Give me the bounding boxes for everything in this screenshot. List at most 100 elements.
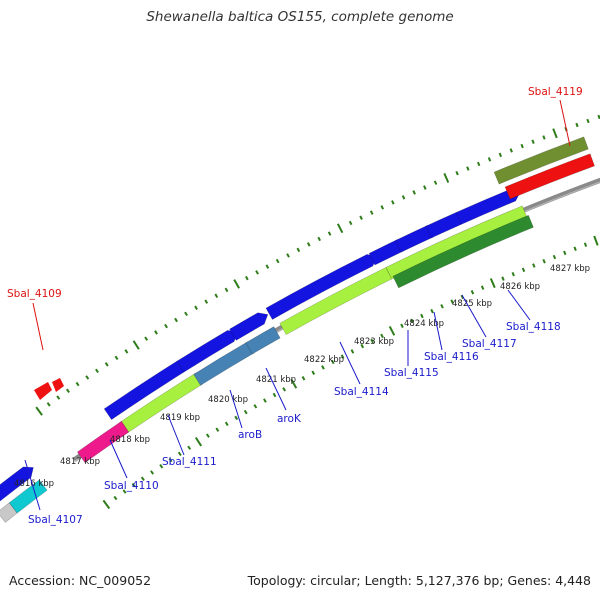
outer-tick <box>391 200 395 205</box>
inner-tick <box>370 338 374 344</box>
outer-tick <box>85 375 90 380</box>
inner-tick <box>150 470 155 475</box>
inner-tick <box>440 304 444 309</box>
genome-backbone <box>72 177 600 462</box>
gene-feature[interactable] <box>279 266 393 336</box>
outer-tick <box>317 236 321 242</box>
outer-tick <box>348 220 353 226</box>
outer-tick <box>443 172 450 183</box>
gene-feature[interactable] <box>229 312 269 341</box>
inner-tick <box>410 318 414 324</box>
outer-tick <box>154 330 158 335</box>
inner-tick <box>234 415 239 421</box>
inner-tick <box>573 246 577 251</box>
gene-feature[interactable] <box>504 153 595 200</box>
inner-tick <box>330 359 335 365</box>
outer-tick <box>95 368 99 374</box>
kbp-label: 4824 kbp <box>404 319 444 329</box>
gene-feature[interactable] <box>119 372 203 434</box>
inner-tick <box>489 278 496 289</box>
kbp-label: 4823 kbp <box>354 337 394 347</box>
outer-tick <box>575 122 579 128</box>
outer-tick <box>204 299 209 304</box>
gene-label[interactable]: Sbal_4116 <box>424 351 479 363</box>
outer-tick <box>194 305 198 310</box>
inner-tick <box>102 499 111 510</box>
gene-label[interactable]: Sbal_4114 <box>334 386 389 398</box>
gene-feature-sbal4109-b[interactable] <box>52 378 64 392</box>
inner-tick <box>205 433 210 438</box>
inner-tick <box>215 427 220 432</box>
kbp-label: 4825 kbp <box>452 299 492 309</box>
gene-feature-sbal4109[interactable] <box>34 382 52 400</box>
gene-label[interactable]: Sbal_4115 <box>384 367 439 379</box>
gene-feature[interactable] <box>493 136 589 185</box>
outer-tick <box>114 355 119 361</box>
gene-label[interactable]: Sbal_4111 <box>162 456 217 468</box>
gene-feature[interactable] <box>245 326 281 355</box>
gene-label[interactable]: aroK <box>277 413 302 425</box>
gene-feature[interactable] <box>455 188 521 225</box>
kbp-label: 4820 kbp <box>208 395 248 405</box>
outer-tick <box>296 247 301 253</box>
inner-tick <box>194 436 203 447</box>
inner-tick <box>388 325 396 336</box>
outer-tick <box>214 293 219 298</box>
outer-tick <box>164 323 168 329</box>
inner-tick <box>552 254 557 260</box>
inner-tick <box>430 308 434 314</box>
inner-tick <box>301 376 306 381</box>
gene-label[interactable]: Sbal_4109 <box>7 288 62 300</box>
gene-label[interactable]: Sbal_4119 <box>528 86 583 98</box>
outer-tick <box>552 128 558 139</box>
inner-tick <box>380 333 384 339</box>
inner-tick <box>263 398 267 403</box>
leader-line <box>433 311 443 351</box>
map-title: Shewanella baltica OS155, complete genom… <box>146 9 454 25</box>
outer-tick <box>265 264 270 269</box>
gene-label[interactable]: Sbal_4118 <box>506 321 561 333</box>
outer-tick <box>359 215 363 220</box>
gene-label[interactable]: Sbal_4107 <box>28 514 83 526</box>
gene-label[interactable]: Sbal_4117 <box>462 338 517 350</box>
leader-line <box>109 439 128 479</box>
outer-tick <box>35 406 43 416</box>
kbp-label: 4826 kbp <box>500 282 540 292</box>
inner-tick <box>140 476 145 481</box>
outer-tick <box>401 195 406 200</box>
kbp-label: 4817 kbp <box>60 457 100 467</box>
inner-tick <box>521 267 526 273</box>
outer-tick <box>336 223 344 234</box>
outer-tick <box>224 287 229 293</box>
leader-line <box>32 302 44 351</box>
inner-tick <box>450 299 454 304</box>
kbp-scale-labels: 4816 kbp 4817 kbp 4818 kbp 4819 kbp 4820 kbp… <box>14 264 590 489</box>
outer-tick <box>455 170 459 176</box>
outer-tick <box>531 139 535 144</box>
outer-tick <box>75 381 80 387</box>
gene-feature[interactable] <box>0 502 18 523</box>
gene-label[interactable]: Sbal_4110 <box>104 480 159 492</box>
gene-feature[interactable] <box>392 214 534 289</box>
outer-tick <box>174 317 178 323</box>
outer-tick <box>542 135 546 140</box>
outer-tick <box>233 279 240 289</box>
outer-tick <box>56 395 61 400</box>
gene-features[interactable] <box>0 136 595 523</box>
inner-tick <box>321 365 325 370</box>
inner-tick <box>340 354 345 359</box>
inner-tick <box>168 457 173 463</box>
gene-feature[interactable] <box>76 420 130 464</box>
gene-feature[interactable] <box>0 466 34 507</box>
gene-feature[interactable] <box>8 479 48 514</box>
outer-tick <box>124 349 129 354</box>
leader-line <box>167 414 185 456</box>
gene-label[interactable]: aroB <box>238 429 262 441</box>
leader-line <box>559 99 571 147</box>
inner-tick <box>420 313 424 319</box>
inner-tick <box>122 489 127 494</box>
backbone-highlight <box>74 181 600 462</box>
inner-tick <box>290 378 298 389</box>
